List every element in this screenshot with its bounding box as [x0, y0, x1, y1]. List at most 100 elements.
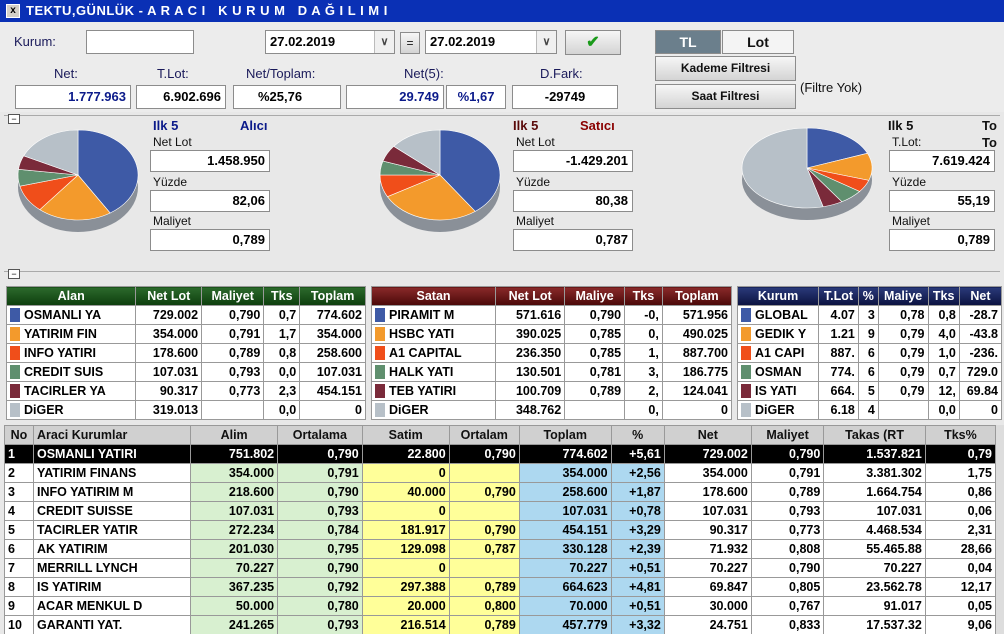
column-header[interactable]: Maliye: [564, 286, 626, 306]
table-row[interactable]: DiGER 348.762 0, 0: [370, 400, 733, 420]
broker-name: INFO YATIRI: [5, 343, 137, 363]
tl-toggle-button[interactable]: TL: [655, 30, 721, 54]
column-header[interactable]: Tks: [263, 286, 301, 306]
net5-value: 29.749: [346, 85, 444, 109]
legend-swatch: [10, 403, 20, 418]
legend-swatch: [375, 346, 385, 361]
column-header[interactable]: Alim: [190, 425, 279, 445]
table-row[interactable]: HALK YATI 130.501 0,781 3, 186.775: [370, 362, 733, 382]
cell-value: 0,792: [277, 577, 363, 597]
table-row[interactable]: A1 CAPITAL 236.350 0,785 1, 887.700: [370, 343, 733, 363]
table-row[interactable]: HSBC YATI 390.025 0,785 0, 490.025: [370, 324, 733, 344]
table-row[interactable]: DiGER 319.013 0,0 0: [5, 400, 366, 420]
table-row[interactable]: 4 CREDIT SUISSE 107.031 0,793 0 107.031 +0,78 1…: [4, 501, 997, 521]
table-row[interactable]: 2 YATIRIM FINANS 354.000 0,791 0 354.000 +2,56…: [4, 463, 997, 483]
column-header[interactable]: %: [857, 286, 879, 306]
cell-value: 6: [4, 539, 34, 559]
buyer-maliyet-label: Maliyet: [153, 214, 192, 228]
column-header[interactable]: Net: [958, 286, 1003, 306]
chevron-down-icon[interactable]: ∨: [374, 31, 394, 53]
column-header[interactable]: No: [4, 425, 34, 445]
table-row[interactable]: A1 CAPI 887. 6 0,79 1,0 -236.: [736, 343, 1003, 363]
column-header[interactable]: Net Lot: [495, 286, 566, 306]
broker-name: OSMANLI YATIRI: [32, 444, 192, 464]
column-header[interactable]: Toplam: [518, 425, 612, 445]
date-from-select[interactable]: 27.02.2019 ∨: [265, 30, 395, 54]
column-header[interactable]: Tks: [927, 286, 960, 306]
legend-swatch: [741, 327, 751, 342]
column-header[interactable]: Net Lot: [135, 286, 203, 306]
table-row[interactable]: TEB YATIRI 100.709 0,789 2, 124.041: [370, 381, 733, 401]
table-row[interactable]: OSMAN 774. 6 0,79 0,7 729.0: [736, 362, 1003, 382]
table-row[interactable]: PIRAMIT M 571.616 0,790 -0, 571.956: [370, 305, 733, 325]
cell-value: 571.956: [661, 305, 733, 325]
table-row[interactable]: INFO YATIRI 178.600 0,789 0,8 258.600: [5, 343, 366, 363]
table-row[interactable]: 5 TACIRLER YATIR 272.234 0,784 181.917 0,790 4…: [4, 520, 997, 540]
table-row[interactable]: DiGER 6.18 4 0,0 0: [736, 400, 1003, 420]
column-header[interactable]: Maliyet: [201, 286, 265, 306]
column-header[interactable]: Net: [663, 425, 752, 445]
table-row[interactable]: 8 IS YATIRIM 367.235 0,792 297.388 0,789 664.6…: [4, 577, 997, 597]
table-row[interactable]: YATIRIM FIN 354.000 0,791 1,7 354.000: [5, 324, 366, 344]
table-row[interactable]: TACIRLER YA 90.317 0,773 2,3 454.151: [5, 381, 366, 401]
collapse-icon[interactable]: −: [8, 269, 20, 279]
saat-filter-button[interactable]: Saat Filtresi: [655, 84, 796, 109]
cell-value: 0,790: [448, 520, 520, 540]
broker-name: CREDIT SUIS: [5, 362, 137, 382]
pie-slice: [386, 174, 476, 221]
column-header[interactable]: T.Lot: [818, 286, 859, 306]
table-row[interactable]: 10 GARANTI YAT. 241.265 0,793 216.514 0,789 45…: [4, 615, 997, 634]
column-header[interactable]: Satim: [361, 425, 450, 445]
table-row[interactable]: IS YATI 664. 5 0,79 12, 69.84: [736, 381, 1003, 401]
cell-value: 218.600: [190, 482, 279, 502]
table-row[interactable]: 7 MERRILL LYNCH 70.227 0,790 0 70.227 +0,51 70.…: [4, 558, 997, 578]
column-header[interactable]: %: [610, 425, 665, 445]
column-header[interactable]: Ortalama: [277, 425, 363, 445]
legend-swatch: [10, 384, 20, 399]
table-row[interactable]: 6 AK YATIRIM 201.030 0,795 129.098 0,787 330.1…: [4, 539, 997, 559]
brokers-grid: No Araci Kurumlar Alim Ortalama Satim Ortalam…: [4, 425, 997, 634]
system-menu-icon[interactable]: x: [6, 4, 20, 18]
apply-check-button[interactable]: ✔: [565, 30, 621, 55]
column-header[interactable]: Tks%: [924, 425, 997, 445]
date-to-select[interactable]: 27.02.2019 ∨: [425, 30, 557, 54]
vertical-scrollbar[interactable]: [996, 425, 1004, 634]
cell-value: 3,: [624, 362, 663, 382]
column-header[interactable]: Satan: [370, 286, 497, 306]
cell-value: 774.602: [518, 444, 612, 464]
cell-value: +0,51: [610, 558, 665, 578]
table-row[interactable]: 3 INFO YATIRIM M 218.600 0,790 40.000 0,790 25…: [4, 482, 997, 502]
cell-value: 4: [857, 400, 879, 420]
table-row[interactable]: CREDIT SUIS 107.031 0,793 0,0 107.031: [5, 362, 366, 382]
cell-value: 0,790: [448, 444, 520, 464]
kurum-input[interactable]: [86, 30, 194, 54]
kademe-filter-button[interactable]: Kademe Filtresi: [655, 56, 796, 81]
table-row[interactable]: GEDIK Y 1.21 9 0,79 4,0 -43.8: [736, 324, 1003, 344]
column-header[interactable]: Maliyet: [750, 425, 825, 445]
column-header[interactable]: Tks: [624, 286, 663, 306]
column-header[interactable]: Takas (RT: [823, 425, 926, 445]
column-header[interactable]: Araci Kurumlar: [32, 425, 192, 445]
lot-toggle-button[interactable]: Lot: [722, 30, 794, 54]
column-header[interactable]: Alan: [5, 286, 137, 306]
column-header[interactable]: Ortalam: [448, 425, 520, 445]
table-row[interactable]: GLOBAL 4.07 3 0,78 0,8 -28.7: [736, 305, 1003, 325]
cell-value: 390.025: [495, 324, 566, 344]
table-row[interactable]: 9 ACAR MENKUL D 50.000 0,780 20.000 0,800 70.0…: [4, 596, 997, 616]
chevron-down-icon[interactable]: ∨: [536, 31, 556, 53]
equals-button[interactable]: =: [400, 32, 420, 54]
cell-value: +3,29: [610, 520, 665, 540]
cell-value: 20.000: [361, 596, 450, 616]
table-row[interactable]: OSMANLI YA 729.002 0,790 0,7 774.602: [5, 305, 366, 325]
cell-value: 258.600: [518, 482, 612, 502]
column-header[interactable]: Maliye: [877, 286, 929, 306]
column-header[interactable]: Toplam: [661, 286, 733, 306]
cell-value: 0,785: [564, 324, 626, 344]
collapse-icon[interactable]: −: [8, 114, 20, 124]
table-row[interactable]: 1 OSMANLI YATIRI 751.802 0,790 22.800 0,790 77…: [4, 444, 997, 464]
cell-value: 0,790: [277, 482, 363, 502]
column-header[interactable]: Kurum: [736, 286, 820, 306]
column-header[interactable]: Toplam: [299, 286, 366, 306]
cell-value: 181.917: [361, 520, 450, 540]
seller-pie-chart: [372, 120, 512, 250]
